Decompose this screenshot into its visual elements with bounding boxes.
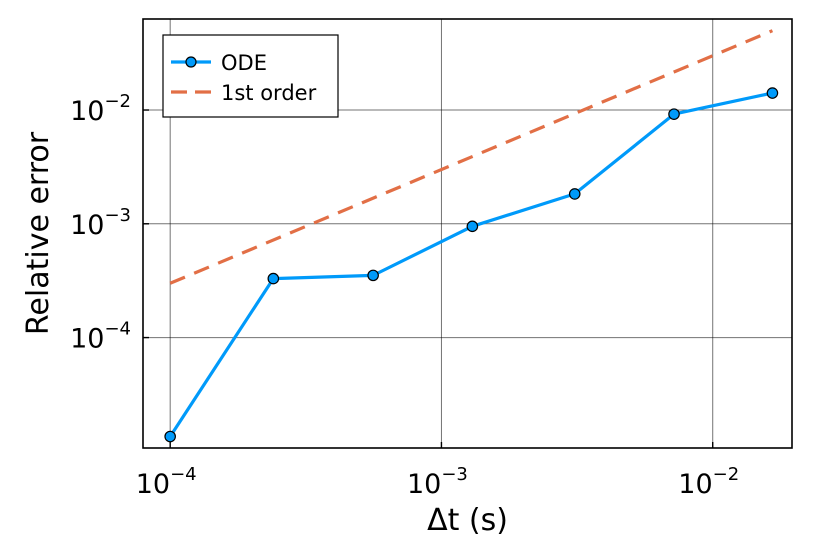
ode-data-point <box>164 430 176 443</box>
plot-frame <box>142 18 793 449</box>
ode-data-point <box>267 272 280 285</box>
x-tick-label: 10−2 <box>678 464 739 500</box>
x-tick-label: 10−4 <box>136 464 197 500</box>
legend-box <box>162 34 339 118</box>
ode-data-point <box>766 87 779 99</box>
tick-labels: 10−4 10−3 10−2 10−4 10−3 10−2 <box>70 91 739 500</box>
legend: ODE 1st order <box>162 34 339 118</box>
ode-data-point <box>568 188 581 200</box>
legend-ode-marker <box>185 56 197 68</box>
y-tick-label: 10−3 <box>70 205 131 241</box>
ode-data-point <box>668 108 680 120</box>
ode-series-line <box>168 91 773 438</box>
y-tick-label: 10−4 <box>70 319 131 355</box>
ode-data-point <box>466 220 479 233</box>
y-tick-label: 10−2 <box>70 91 131 127</box>
legend-first-order-label: 1st order <box>221 81 317 105</box>
y-axis-title: Relative error <box>21 131 56 335</box>
x-tick-label: 10−3 <box>407 464 468 500</box>
plot-series <box>164 29 779 443</box>
first-order-reference-line <box>169 29 774 285</box>
legend-ode-label: ODE <box>221 51 267 75</box>
x-axis-title: Δt (s) <box>427 503 508 538</box>
ode-data-point <box>367 269 379 282</box>
